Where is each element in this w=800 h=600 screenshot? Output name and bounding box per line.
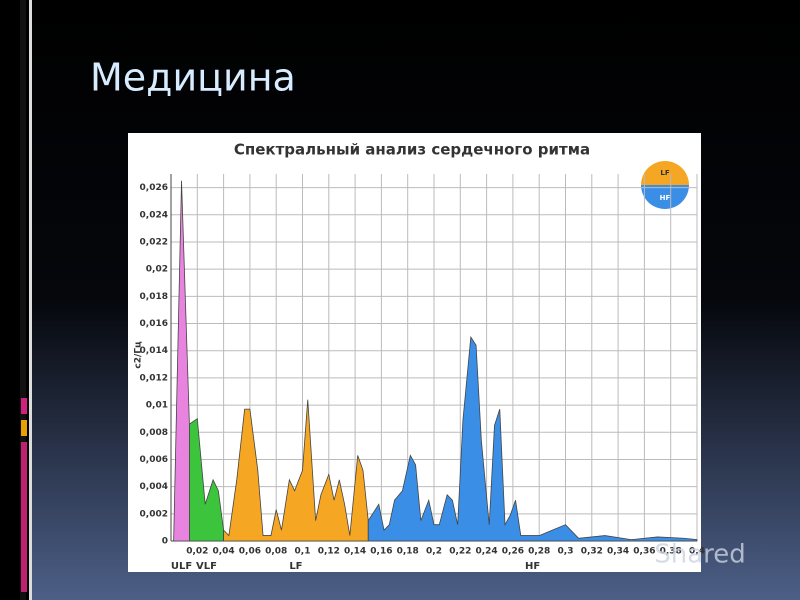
y-tick-label: 0,016 <box>140 319 168 329</box>
y-tick-label: 0,012 <box>140 373 168 383</box>
band-label: HF <box>525 561 540 572</box>
y-tick-label: 0,02 <box>146 265 168 275</box>
y-tick-label: 0,002 <box>140 509 168 519</box>
spectrum-area <box>367 335 698 542</box>
x-tick-label: 0,32 <box>581 547 603 557</box>
x-tick-label: 0,08 <box>265 547 287 557</box>
legend-hf <box>641 185 689 209</box>
x-tick-label: 0,04 <box>212 547 234 557</box>
y-tick-label: 0,01 <box>146 401 168 411</box>
plot: 0 0,002 0,004 0,006 0,008 0,01 0,012 0,014 0,016… <box>140 174 705 572</box>
x-tick-label: 0,38 <box>660 547 682 557</box>
x-tick-label: 0,18 <box>397 547 419 557</box>
legend-label: LF <box>660 169 669 177</box>
spectrum-area <box>223 399 369 542</box>
x-tick-label: 0,02 <box>186 547 208 557</box>
x-tick-label: 0,24 <box>475 547 497 557</box>
x-tick-label: 0,16 <box>370 547 392 557</box>
y-tick-label: 0,018 <box>140 292 168 302</box>
y-tick-label: 0,014 <box>140 346 168 356</box>
x-tick-label: 0,3 <box>558 547 574 557</box>
deco-square <box>21 398 27 414</box>
y-tick-label: 0,024 <box>140 210 168 220</box>
y-tick-label: 0,022 <box>140 237 168 247</box>
left-strip <box>0 0 32 600</box>
band-label: ULF <box>171 561 192 572</box>
slide-title: Медицина <box>90 56 296 100</box>
y-tick-label: 0,004 <box>140 482 168 492</box>
x-tick-label: 0,1 <box>295 547 311 557</box>
legend-pie <box>641 161 689 209</box>
x-tick-label: 0,14 <box>344 547 366 557</box>
x-tick-label: 0,06 <box>239 547 261 557</box>
left-line <box>29 0 32 600</box>
x-tick-label: 0,2 <box>426 547 442 557</box>
x-tick-label: 0,4 <box>689 547 705 557</box>
deco-square <box>21 442 27 592</box>
y-tick-label: 0,026 <box>140 183 168 193</box>
x-tick-label: 0,36 <box>633 547 655 557</box>
y-tick-label: 0 <box>162 537 168 547</box>
x-tick-label: 0,22 <box>449 547 471 557</box>
band-label: VLF <box>196 561 217 572</box>
x-tick-label: 0,26 <box>502 547 524 557</box>
deco-square <box>21 420 27 436</box>
x-tick-label: 0,12 <box>318 547 340 557</box>
chart-title: Спектральный анализ сердечного ритма <box>234 141 590 159</box>
y-tick-label: 0,008 <box>140 428 168 438</box>
x-tick-label: 0,28 <box>528 547 550 557</box>
legend-label: HF <box>660 194 671 202</box>
y-axis-label: с2/Гц <box>134 341 144 369</box>
spectrum-area <box>189 417 224 542</box>
legend-lf <box>641 161 689 185</box>
x-tick-label: 0,34 <box>607 547 629 557</box>
band-label: LF <box>289 561 302 572</box>
left-line-dark <box>20 0 26 600</box>
watermark: Shared <box>654 540 746 570</box>
y-tick-label: 0,006 <box>140 455 168 465</box>
